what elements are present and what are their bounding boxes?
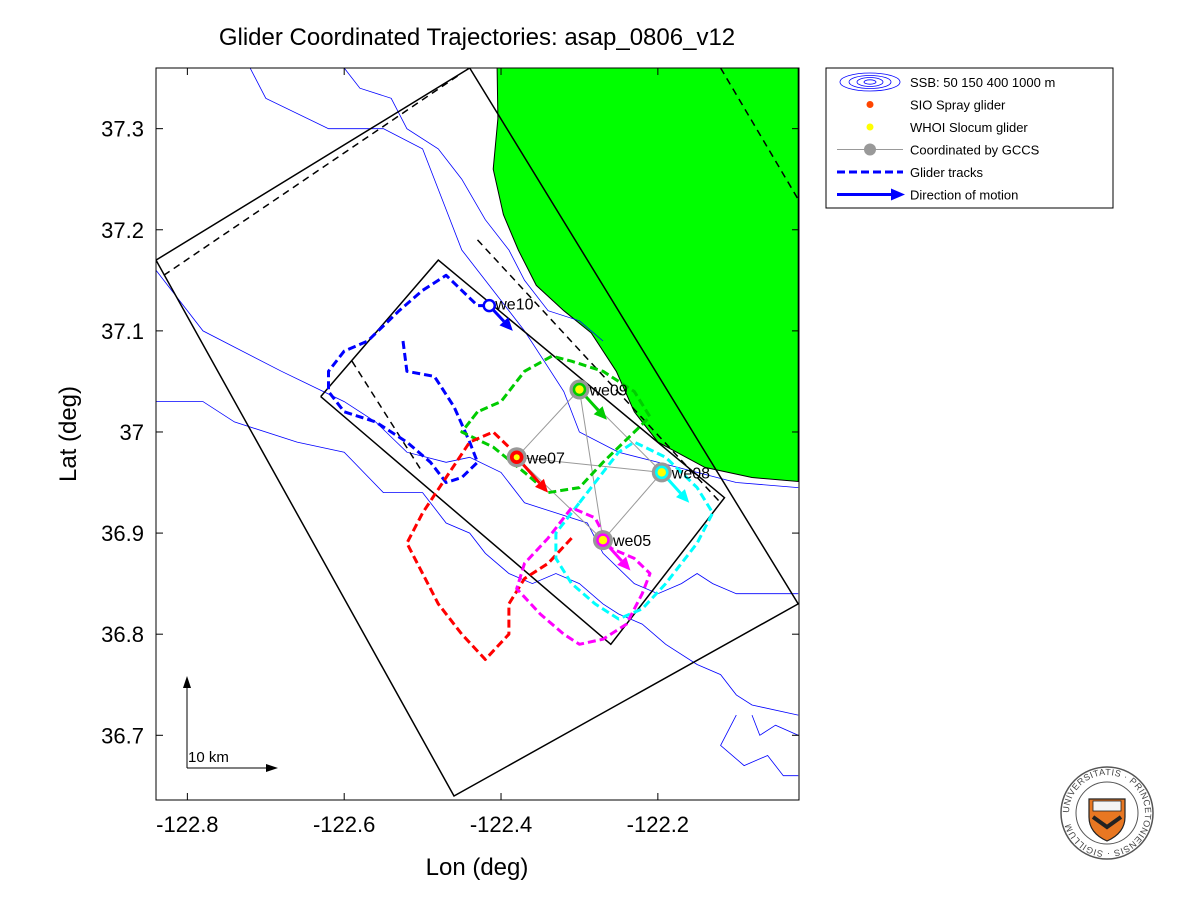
glider-label-we08: we08 [671, 465, 710, 482]
y-tick-label-6: 36.7 [101, 723, 144, 748]
x-tick-label-2: -122.4 [470, 812, 532, 837]
legend-arrowhead [891, 188, 905, 201]
glider-marker-we08 [655, 465, 669, 480]
glider-marker-we09 [572, 382, 587, 397]
legend-label-1: SIO Spray glider [910, 98, 1006, 113]
glider-marker-we05 [596, 533, 610, 547]
legend: SSB: 50 150 400 1000 m SIO Spray glider WH… [825, 67, 1114, 209]
legend-item-5: Direction of motion [837, 188, 1018, 203]
bathymetry-contour-0 [156, 269, 799, 595]
y-tick-label-4: 36.9 [101, 521, 144, 546]
y-axis-label: Lat (deg) [55, 386, 82, 482]
legend-label-4: Glider tracks [910, 165, 983, 180]
bathymetry-contour-5 [751, 714, 799, 736]
legend-label-2: WHOI Slocum glider [910, 120, 1028, 135]
coordination-link-1 [516, 456, 662, 473]
legend-label-0: SSB: 50 150 400 1000 m [910, 75, 1055, 90]
plot-area: we10 we09 we07 we08 we05 [156, 68, 799, 798]
legend-items: SSB: 50 150 400 1000 m SIO Spray glider WH… [837, 72, 1055, 203]
outer-domain [156, 68, 799, 798]
coordination-link-2 [516, 456, 604, 541]
direction-arrowhead-we09 [593, 406, 607, 420]
direction-arrowhead-we05 [617, 556, 631, 571]
legend-item-0: SSB: 50 150 400 1000 m [839, 72, 1055, 92]
plot-frame [155, 67, 800, 801]
y-tick-label-1: 37.2 [101, 218, 144, 243]
legend-dot-1 [866, 101, 874, 108]
legend-label-5: Direction of motion [910, 188, 1018, 203]
coordination-link-0 [516, 389, 580, 458]
legend-bathy-ring-0 [839, 72, 901, 92]
scale-bar-up-arrowhead [183, 676, 191, 688]
legend-bathy-ring-3 [863, 79, 877, 85]
y-tick-label-5: 36.8 [101, 622, 144, 647]
legend-item-3: Coordinated by GCCS [837, 143, 1040, 158]
glider-label-we05: we05 [612, 533, 651, 550]
coordination-link-4 [578, 389, 604, 541]
x-tick-label-3: -122.2 [627, 812, 689, 837]
scale-bar-label: 10 km [188, 749, 229, 766]
legend-dot-2 [866, 123, 874, 131]
scale-bar-right-arrowhead [266, 764, 278, 772]
glider-label-we09: we09 [588, 383, 627, 400]
legend-coord-marker [864, 143, 876, 156]
glider-marker-we10 [482, 298, 497, 313]
outer-dashed [163, 72, 463, 276]
y-tick-label-3: 37 [120, 420, 144, 445]
land-area [492, 68, 799, 483]
glider-track-we05 [515, 506, 652, 646]
direction-arrowhead-we07 [535, 478, 549, 493]
bathymetry-contour-1 [156, 401, 799, 716]
glider-track-we10 [327, 273, 490, 484]
coordination-link-5 [602, 472, 663, 541]
x-tick-label-0: -122.8 [156, 812, 218, 837]
glider-marker-core-we07 [513, 454, 520, 461]
inner-dashed-2 [351, 360, 424, 473]
scale-bar: 10 km [183, 676, 278, 772]
direction-arrowhead-we10 [499, 317, 513, 331]
bathymetry-contour-3 [343, 68, 604, 342]
glider-label-we07: we07 [526, 450, 565, 467]
y-tick-label-0: 37.3 [101, 117, 144, 142]
inner-box [320, 259, 726, 646]
axis-ticks: -122.8 -122.6 -122.4 -122.2 37.3 37.2 37.1 37 36… [101, 68, 799, 837]
glider-track-we08 [554, 440, 715, 621]
legend-item-2: WHOI Slocum glider [866, 120, 1028, 135]
legend-label-3: Coordinated by GCCS [910, 143, 1040, 158]
chart-title: Glider Coordinated Trajectories: asap_08… [219, 24, 735, 51]
legend-item-4: Glider tracks [837, 165, 983, 180]
x-tick-label-1: -122.6 [313, 812, 375, 837]
outer-dashed-east [719, 68, 799, 200]
bathymetry-contour-4 [720, 714, 799, 777]
legend-bathy-ring-1 [848, 75, 892, 89]
legend-item-1: SIO Spray glider [866, 98, 1006, 113]
princeton-seal-logo: UNIVERSITATIS · PRINCETONIENSIS · SIGILL… [1060, 766, 1154, 860]
x-axis-label: Lon (deg) [426, 854, 529, 881]
glider-track-we07 [405, 430, 573, 661]
y-tick-label-2: 37.1 [101, 319, 144, 344]
legend-bathy-ring-2 [856, 77, 884, 87]
glider-label-we10: we10 [494, 297, 533, 314]
direction-arrowhead-we08 [676, 489, 690, 503]
